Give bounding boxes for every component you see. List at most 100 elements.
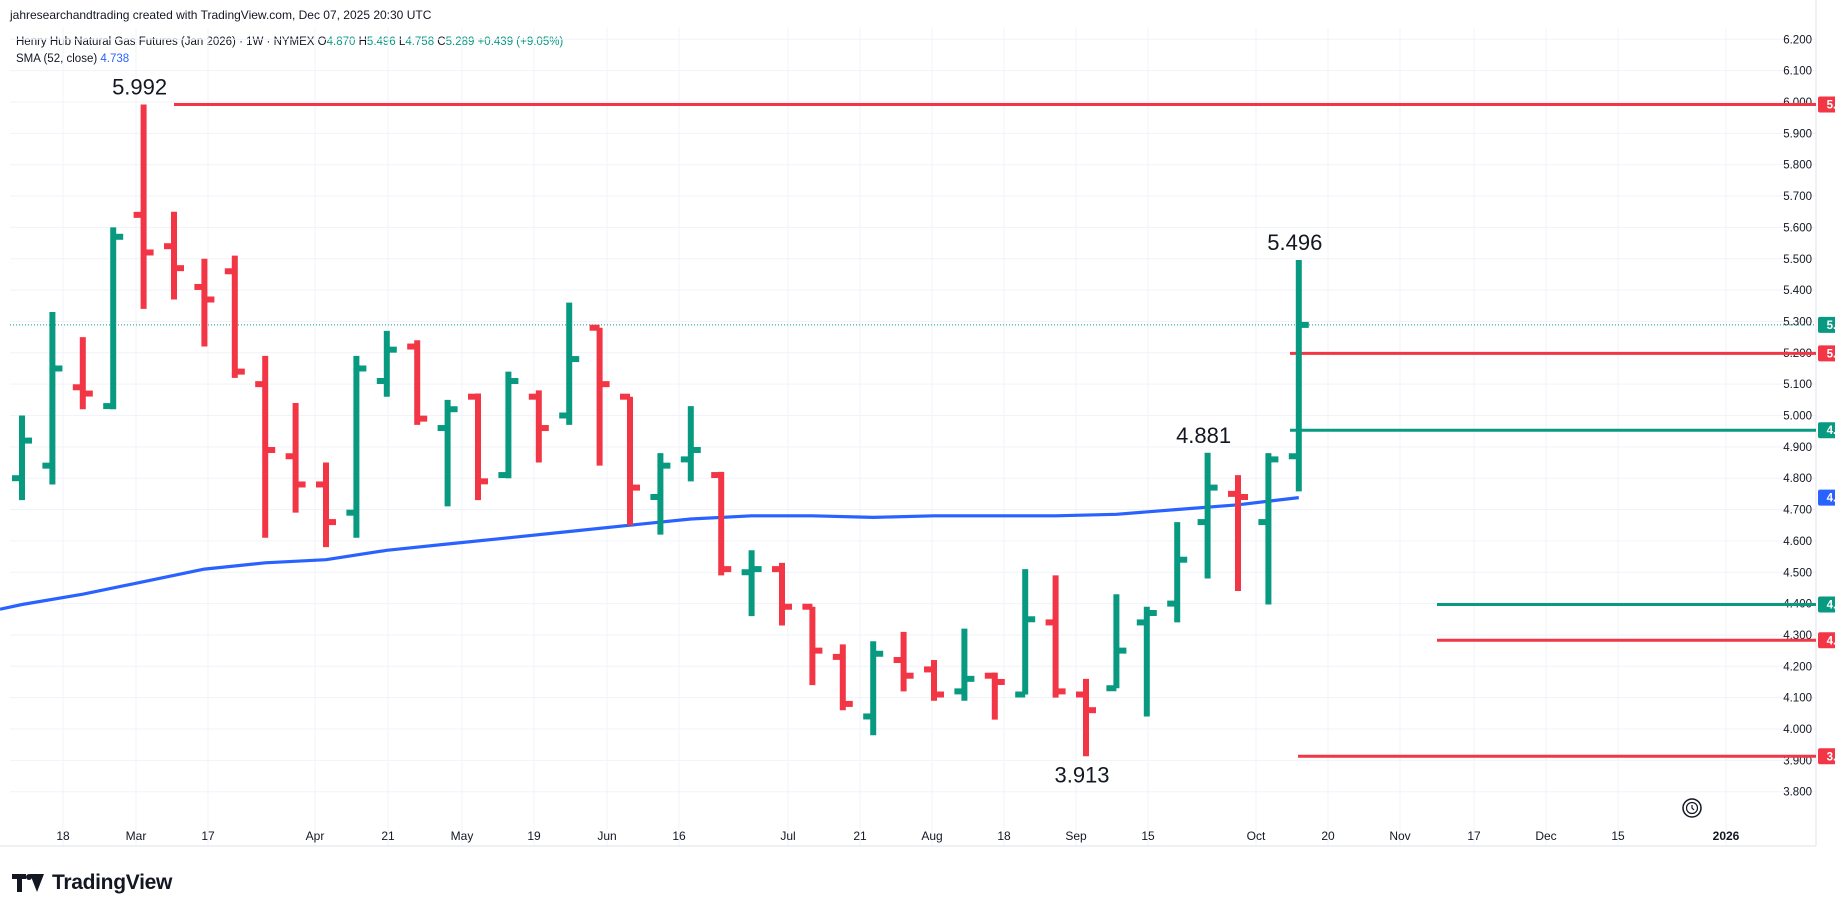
high-label: H [358,36,367,48]
low-label: L [398,36,406,48]
ohlc-bar [1045,575,1066,698]
price-annotation-label: 3.913 [1054,762,1109,787]
clock-icon-outline [1682,798,1702,818]
time-tick-label: 17 [201,829,215,843]
time-tick-label: 2026 [1713,829,1740,843]
sma-line [0,496,1299,611]
time-tick-label: 20 [1321,829,1335,843]
price-tick-label: 6.200 [1783,34,1812,46]
time-tick-label: 16 [672,829,686,843]
ohlc-bar [680,406,701,482]
ohlc-bar [12,415,32,501]
price-axis-badge-label: 4.283 [1827,635,1835,647]
price-tick-label: 4.800 [1783,473,1812,485]
ohlc-bar [620,393,640,526]
price-axis-badge-label: 4.738 [1827,493,1835,505]
ohlc-bar [468,393,488,501]
ohlc-bar [528,390,549,463]
ohlc-bar [589,324,610,466]
price-annotation-label: 5.992 [112,75,167,100]
tradingview-logo[interactable]: TradingView [12,871,172,895]
price-tick-label: 6.000 [1783,97,1812,109]
price-axis-badge-label: 4.397 [1827,600,1835,612]
ohlc-bar [72,337,93,410]
time-tick-label: 15 [1141,829,1155,843]
time-tick-label: 17 [1467,829,1481,843]
price-axis-badge [1818,96,1835,113]
ohlc-bar [133,104,154,309]
price-tick-label: 4.000 [1783,724,1812,736]
close-label: C [437,36,446,48]
price-axis-badge [1818,632,1835,649]
ohlc-bar [437,399,458,507]
ohlc-bar [741,550,762,617]
ohlc-bar [711,471,732,576]
attribution-text: jahresearchandtrading created with Tradi… [10,8,432,22]
ohlc-bar [346,355,367,538]
price-axis-badge [1818,422,1835,439]
price-tick-label: 5.800 [1783,160,1812,172]
price-axis-badge-label: 4.953 [1827,425,1835,437]
tradingview-brand-text: TradingView [52,871,173,894]
ohlc-bar [255,355,276,538]
ohlc-bar [224,255,245,378]
price-tick-label: 4.900 [1783,442,1812,454]
ohlc-bar [832,644,853,711]
time-tick-label: Aug [921,829,942,843]
time-tick-label: 19 [527,829,541,843]
price-axis-badge [1818,748,1835,765]
ohlc-bar [650,453,671,535]
ohlc-bar [924,660,944,701]
ohlc-bar [1106,594,1127,692]
sma-label[interactable]: SMA (52, close) [16,53,98,65]
price-axis-badge [1818,316,1835,333]
ohlc-bar [772,562,792,626]
sma-value: 4.738 [100,53,130,65]
price-tick-label: 5.400 [1783,285,1812,297]
price-tick-label: 5.900 [1783,128,1812,140]
time-tick-label: 21 [853,829,867,843]
ohlc-bar [316,462,336,548]
ohlc-bar [285,402,306,513]
clock-icon[interactable] [1682,798,1702,818]
clock-icon-face [1685,801,1699,815]
ohlc-bar [1076,678,1096,757]
ohlc-bar [984,672,1005,720]
ohlc-bar [954,628,975,701]
time-tick-label: 15 [1611,829,1625,843]
ohlc-bar [802,603,823,686]
time-tick-label: Mar [126,829,147,843]
price-axis-badge-label: 5.992 [1827,100,1835,112]
ohlc-bar [1228,475,1248,592]
ohlc-bar [893,631,914,692]
price-tick-label: 3.800 [1783,787,1812,799]
price-axis-badge-label: 3.913 [1827,751,1835,763]
price-axis-badge [1818,345,1835,362]
price-axis-badge-label: 5.289 [1827,320,1835,332]
price-tick-label: 4.500 [1783,567,1812,579]
time-tick-label: Sep [1065,829,1087,843]
ohlc-bar [1167,522,1188,623]
price-annotation-label: 4.881 [1176,423,1231,448]
ohlc-bar [1288,260,1309,492]
price-annotation-label: 5.496 [1267,230,1322,255]
price-tick-label: 5.600 [1783,222,1812,234]
ohlc-bar [1258,453,1279,605]
price-tick-label: 5.100 [1783,379,1812,391]
time-tick-label: Dec [1535,829,1556,843]
time-tick-label: 21 [381,829,395,843]
price-tick-label: 4.600 [1783,536,1812,548]
price-tick-label: 6.100 [1783,66,1812,78]
ohlc-bar [42,312,63,485]
price-tick-label: 5.000 [1783,411,1812,423]
time-tick-label: Jun [597,829,616,843]
ohlc-bar [194,258,215,347]
ohlc-bar [103,227,124,410]
ohlc-bar [863,641,884,736]
price-tick-label: 4.100 [1783,693,1812,705]
time-tick-label: Apr [306,829,325,843]
tradingview-logo-icon [12,874,46,892]
ohlc-bar [407,340,428,425]
open-label: O [317,36,327,48]
